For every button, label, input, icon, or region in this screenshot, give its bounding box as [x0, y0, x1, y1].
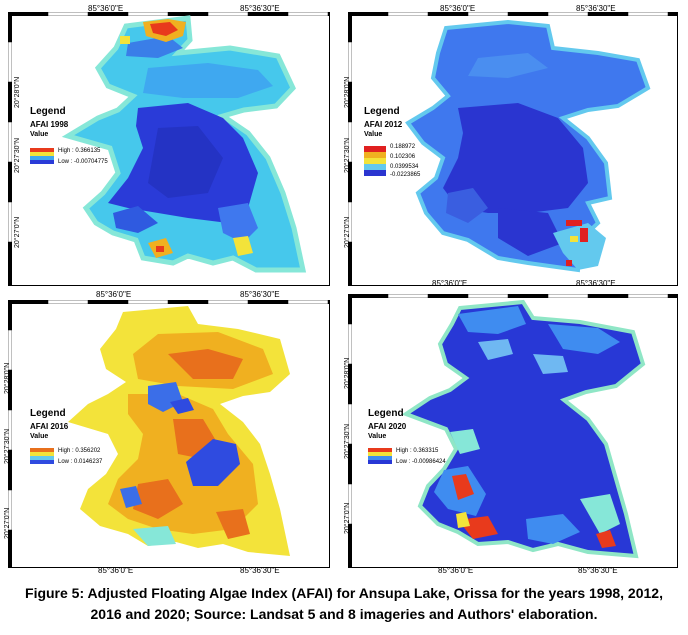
- legend-low-label: Low : -0.00986424: [396, 459, 446, 465]
- top-coord-label: 85°36'0"E: [96, 290, 132, 299]
- top-coord-label: 85°36'30"E: [240, 4, 280, 13]
- figure-caption: Figure 5: Adjusted Floating Algae Index …: [25, 585, 663, 622]
- top-coord-label: 85°36'0"E: [88, 4, 124, 13]
- legend-low-label: Low : -0.00704775: [58, 159, 108, 165]
- left-neatline: [8, 300, 12, 568]
- left-neatline: [348, 294, 352, 568]
- legend-layer-name: AFAI 2020: [368, 422, 407, 431]
- legend-color-ramp: [368, 448, 392, 464]
- legend-color-ramp: [30, 148, 54, 164]
- legend-color-ramp: [30, 448, 54, 464]
- legend-layer-name: AFAI 1998: [30, 120, 69, 129]
- afai-raster-1998: [61, 15, 307, 273]
- legend-color-ramp: [364, 146, 386, 176]
- legend-value-heading: Value: [364, 131, 383, 138]
- legend-high-label: High : 0.366135: [58, 148, 101, 154]
- legend-low-label: Low : 0.0146237: [58, 459, 103, 465]
- bottom-coord-label: 85°36'0"E: [432, 279, 468, 288]
- top-neatline: [348, 12, 678, 16]
- left-neatline: [8, 12, 12, 286]
- top-neatline: [348, 294, 678, 298]
- legend-value-heading: Value: [30, 131, 49, 138]
- legend-class-label: 0.102306: [390, 154, 416, 160]
- afai-raster-2012: [405, 19, 651, 273]
- legend-2012: Legend AFAI 2012 Value 0.188972 0.102306…: [364, 106, 420, 178]
- afai-raster-2020: [401, 299, 646, 559]
- bottom-coord-label: 85°36'0"E: [438, 566, 474, 575]
- top-neatline: [8, 12, 330, 16]
- top-neatline: [8, 300, 330, 304]
- legend-class-label: 0.0399534: [390, 164, 419, 170]
- legend-title: Legend: [30, 408, 66, 419]
- legend-layer-name: AFAI 2016: [30, 422, 69, 431]
- map-panel-2016: 85°36'0"E 85°36'30"E 85°36'0"E 85°36'30"…: [4, 290, 330, 575]
- left-neatline: [348, 12, 352, 286]
- map-panel-2020: 85°36'0"E 85°36'30"E 20°28'0"N 20°27'30"…: [344, 294, 678, 575]
- legend-high-label: High : 0.363315: [396, 448, 439, 454]
- map-panel-2012: 85°36'0"E 85°36'30"E 85°36'0"E 85°36'30"…: [344, 4, 678, 288]
- legend-high-label: High : 0.356202: [58, 448, 101, 454]
- top-coord-label: 85°36'30"E: [576, 4, 616, 13]
- legend-value-heading: Value: [30, 433, 49, 440]
- legend-title: Legend: [364, 106, 400, 117]
- bottom-coord-label: 85°36'30"E: [578, 566, 618, 575]
- legend-title: Legend: [30, 106, 66, 117]
- bottom-coord-label: 85°36'30"E: [240, 566, 280, 575]
- legend-1998: Legend AFAI 1998 Value High : 0.366135 L…: [30, 106, 108, 165]
- afai-raster-2016: [68, 306, 290, 556]
- legend-value-heading: Value: [368, 433, 387, 440]
- top-coord-label: 85°36'30"E: [240, 290, 280, 299]
- legend-class-label: -0.0223865: [390, 172, 421, 178]
- legend-2020: Legend AFAI 2020 Value High : 0.363315 L…: [368, 408, 446, 465]
- bottom-coord-label: 85°36'30"E: [576, 279, 616, 288]
- top-coord-label: 85°36'0"E: [440, 4, 476, 13]
- bottom-coord-label: 85°36'0"E: [98, 566, 134, 575]
- legend-title: Legend: [368, 408, 404, 419]
- legend-class-label: 0.188972: [390, 144, 416, 150]
- legend-layer-name: AFAI 2012: [364, 120, 403, 129]
- map-panel-1998: 85°36'0"E 85°36'30"E 20°28'0"N 20°27'30"…: [8, 4, 330, 286]
- legend-2016: Legend AFAI 2016 Value High : 0.356202 L…: [30, 408, 102, 465]
